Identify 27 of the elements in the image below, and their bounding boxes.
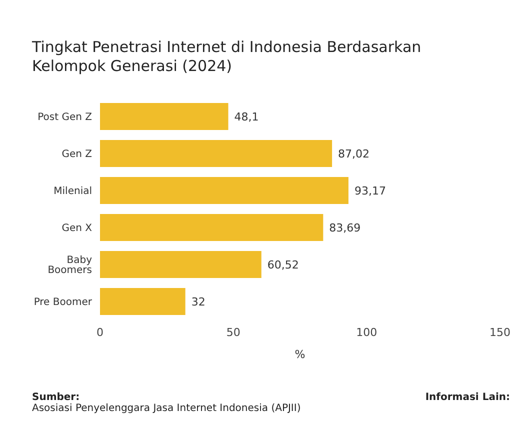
bar bbox=[100, 140, 332, 167]
x-axis-title: % bbox=[294, 348, 306, 361]
y-tick-label: Milenial bbox=[54, 186, 92, 198]
data-label: 93,17 bbox=[354, 184, 386, 198]
bar bbox=[100, 177, 348, 204]
chart-title: Tingkat Penetrasi Internet di Indonesia Berdasarkan Kelompok Generasi (2024) bbox=[32, 38, 422, 76]
y-tick-label: Baby Boomers bbox=[48, 255, 92, 276]
x-tick-label: 0 bbox=[96, 326, 104, 339]
text: Informasi Lain: bbox=[425, 392, 510, 403]
bar bbox=[100, 288, 186, 315]
y-tick-label: Pre Boomer bbox=[34, 297, 93, 308]
x-tick-label: 150 bbox=[490, 326, 510, 339]
bar bbox=[100, 214, 324, 241]
data-label: 32 bbox=[191, 296, 206, 308]
data-label: 60,52 bbox=[267, 258, 299, 272]
x-tick-label: 50 bbox=[226, 326, 240, 339]
data-label: 48,1 bbox=[234, 110, 259, 124]
y-tick-label: Gen X bbox=[62, 223, 92, 234]
data-label: 87,02 bbox=[338, 148, 370, 160]
text: Sumber: bbox=[32, 392, 81, 403]
y-tick-label: Post Gen Z bbox=[38, 112, 92, 124]
y-tick-label: Gen Z bbox=[62, 149, 92, 160]
data-label: 83,69 bbox=[329, 222, 361, 234]
bar bbox=[100, 251, 262, 278]
x-tick-label: 100 bbox=[356, 326, 378, 339]
text: Asosiasi Penyelenggara Jasa Internet Indonesia (APJII) bbox=[32, 403, 301, 414]
bar bbox=[100, 103, 228, 130]
